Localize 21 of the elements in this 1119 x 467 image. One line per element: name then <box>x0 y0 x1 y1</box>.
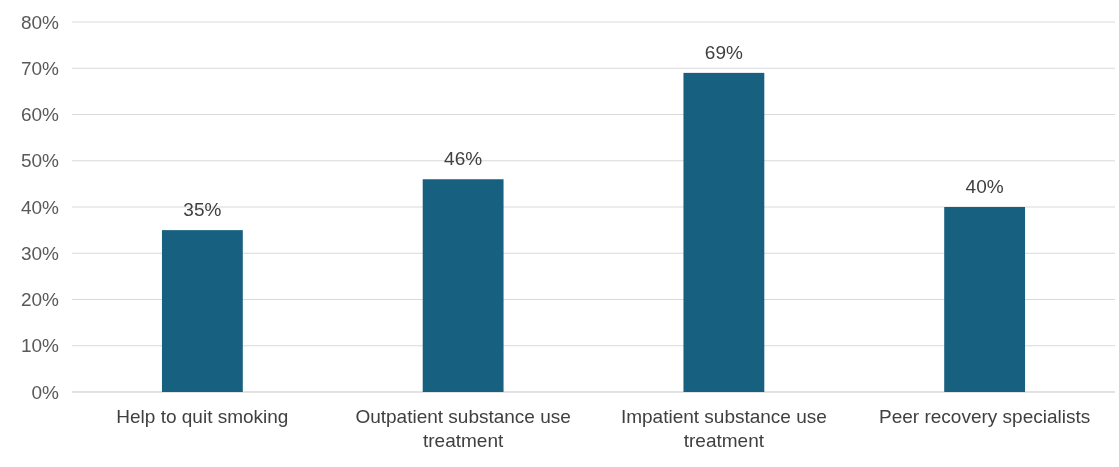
bar <box>683 72 765 392</box>
y-tick-label: 20% <box>20 289 60 311</box>
x-tick-label: Help to quit smoking <box>116 406 289 427</box>
y-tick-label: 60% <box>20 104 60 126</box>
y-tick-label: 30% <box>20 242 60 264</box>
y-tick-label: 70% <box>20 57 60 79</box>
bar <box>944 207 1026 392</box>
bar <box>422 179 504 392</box>
data-label: 69% <box>704 41 743 63</box>
x-tick-label: Peer recovery specialists <box>879 406 1091 427</box>
y-tick-label: 0% <box>31 381 60 403</box>
data-label: 46% <box>444 148 483 170</box>
x-tick-label: Impatient substance use treatment <box>620 406 827 451</box>
y-tick-label: 50% <box>20 150 60 172</box>
bar <box>161 230 243 392</box>
data-label: 35% <box>183 199 222 221</box>
data-label: 40% <box>965 176 1004 197</box>
y-tick-label: 40% <box>20 196 60 218</box>
x-tick-label: Outpatient substance use treatment <box>355 406 571 451</box>
y-tick-label: 80% <box>20 11 60 33</box>
y-tick-label: 10% <box>20 335 60 357</box>
